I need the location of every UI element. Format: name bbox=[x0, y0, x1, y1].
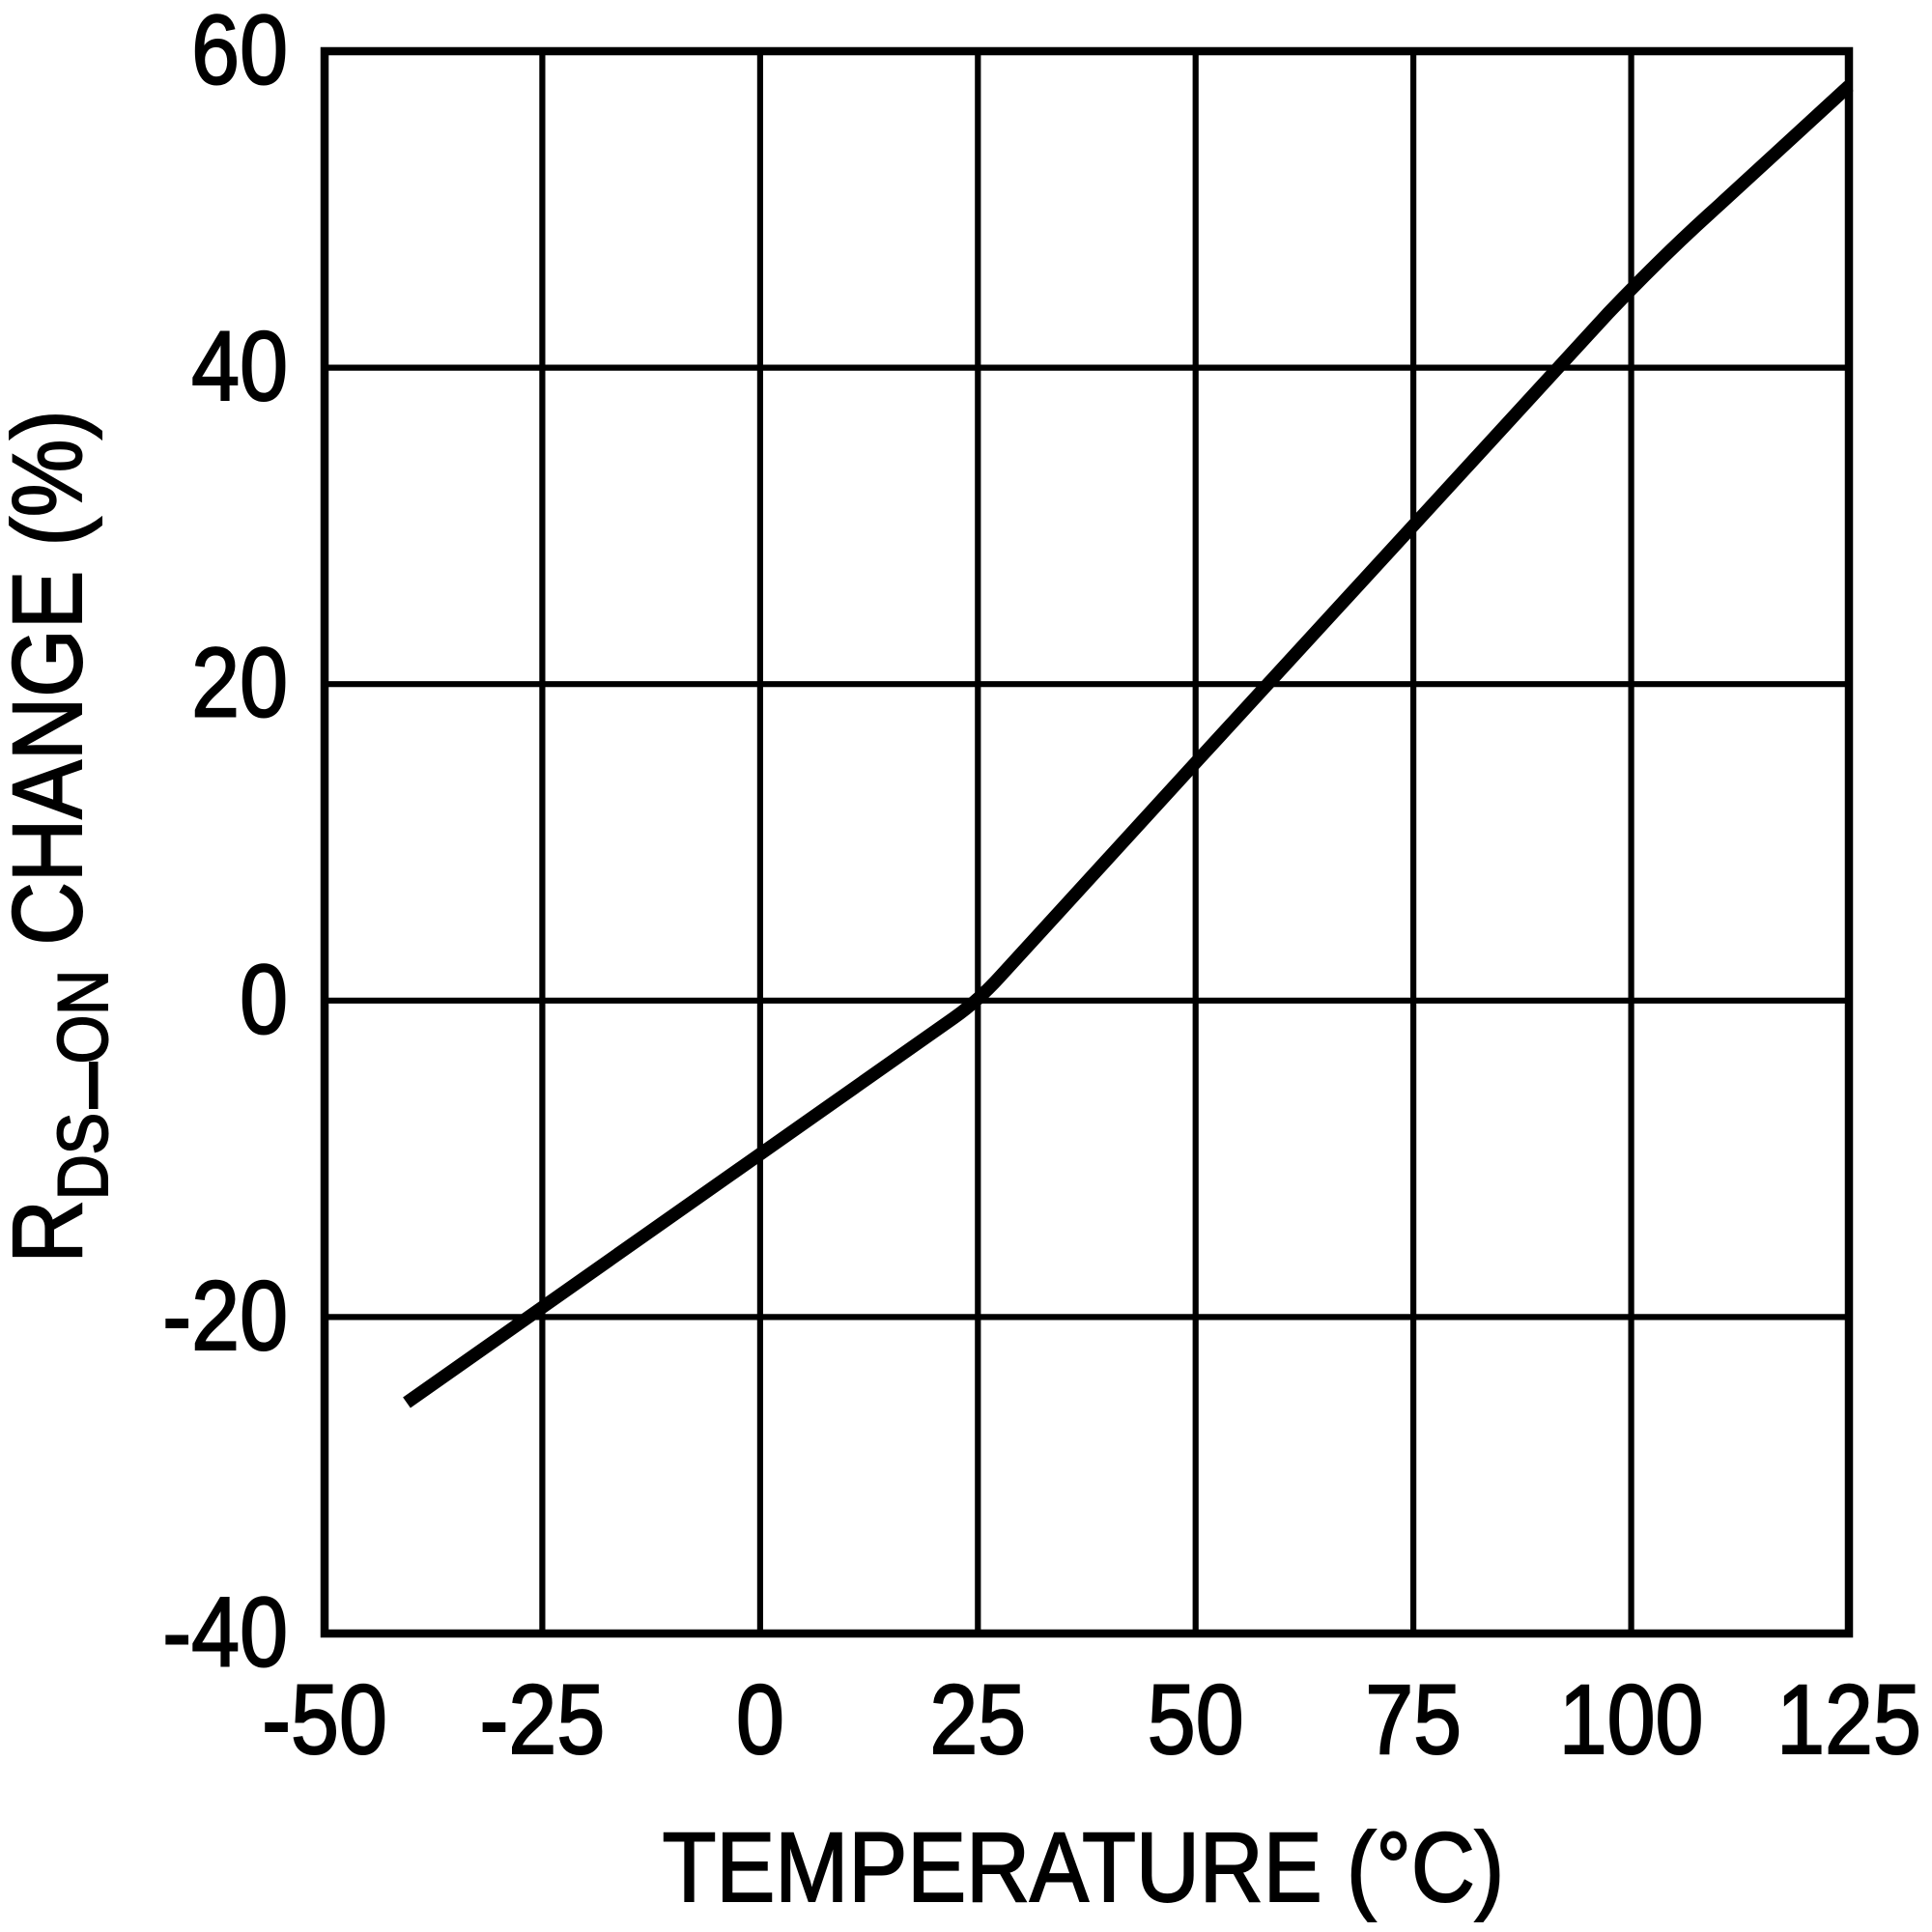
svg-text:75: 75 bbox=[1365, 1665, 1462, 1776]
svg-text:TEMPERATURE (°C): TEMPERATURE (°C) bbox=[663, 1811, 1505, 1922]
svg-text:100: 100 bbox=[1559, 1665, 1704, 1776]
svg-text:60: 60 bbox=[191, 0, 288, 105]
svg-text:125: 125 bbox=[1776, 1665, 1921, 1776]
svg-text:-40: -40 bbox=[162, 1577, 288, 1688]
svg-text:40: 40 bbox=[191, 312, 288, 422]
svg-text:-50: -50 bbox=[262, 1665, 387, 1776]
svg-text:25: 25 bbox=[929, 1665, 1026, 1776]
svg-text:50: 50 bbox=[1148, 1665, 1244, 1776]
svg-text:0: 0 bbox=[240, 945, 288, 1055]
svg-text:0: 0 bbox=[736, 1665, 784, 1776]
svg-text:20: 20 bbox=[191, 628, 288, 738]
svg-text:-25: -25 bbox=[480, 1665, 606, 1776]
svg-text:-20: -20 bbox=[162, 1262, 288, 1372]
